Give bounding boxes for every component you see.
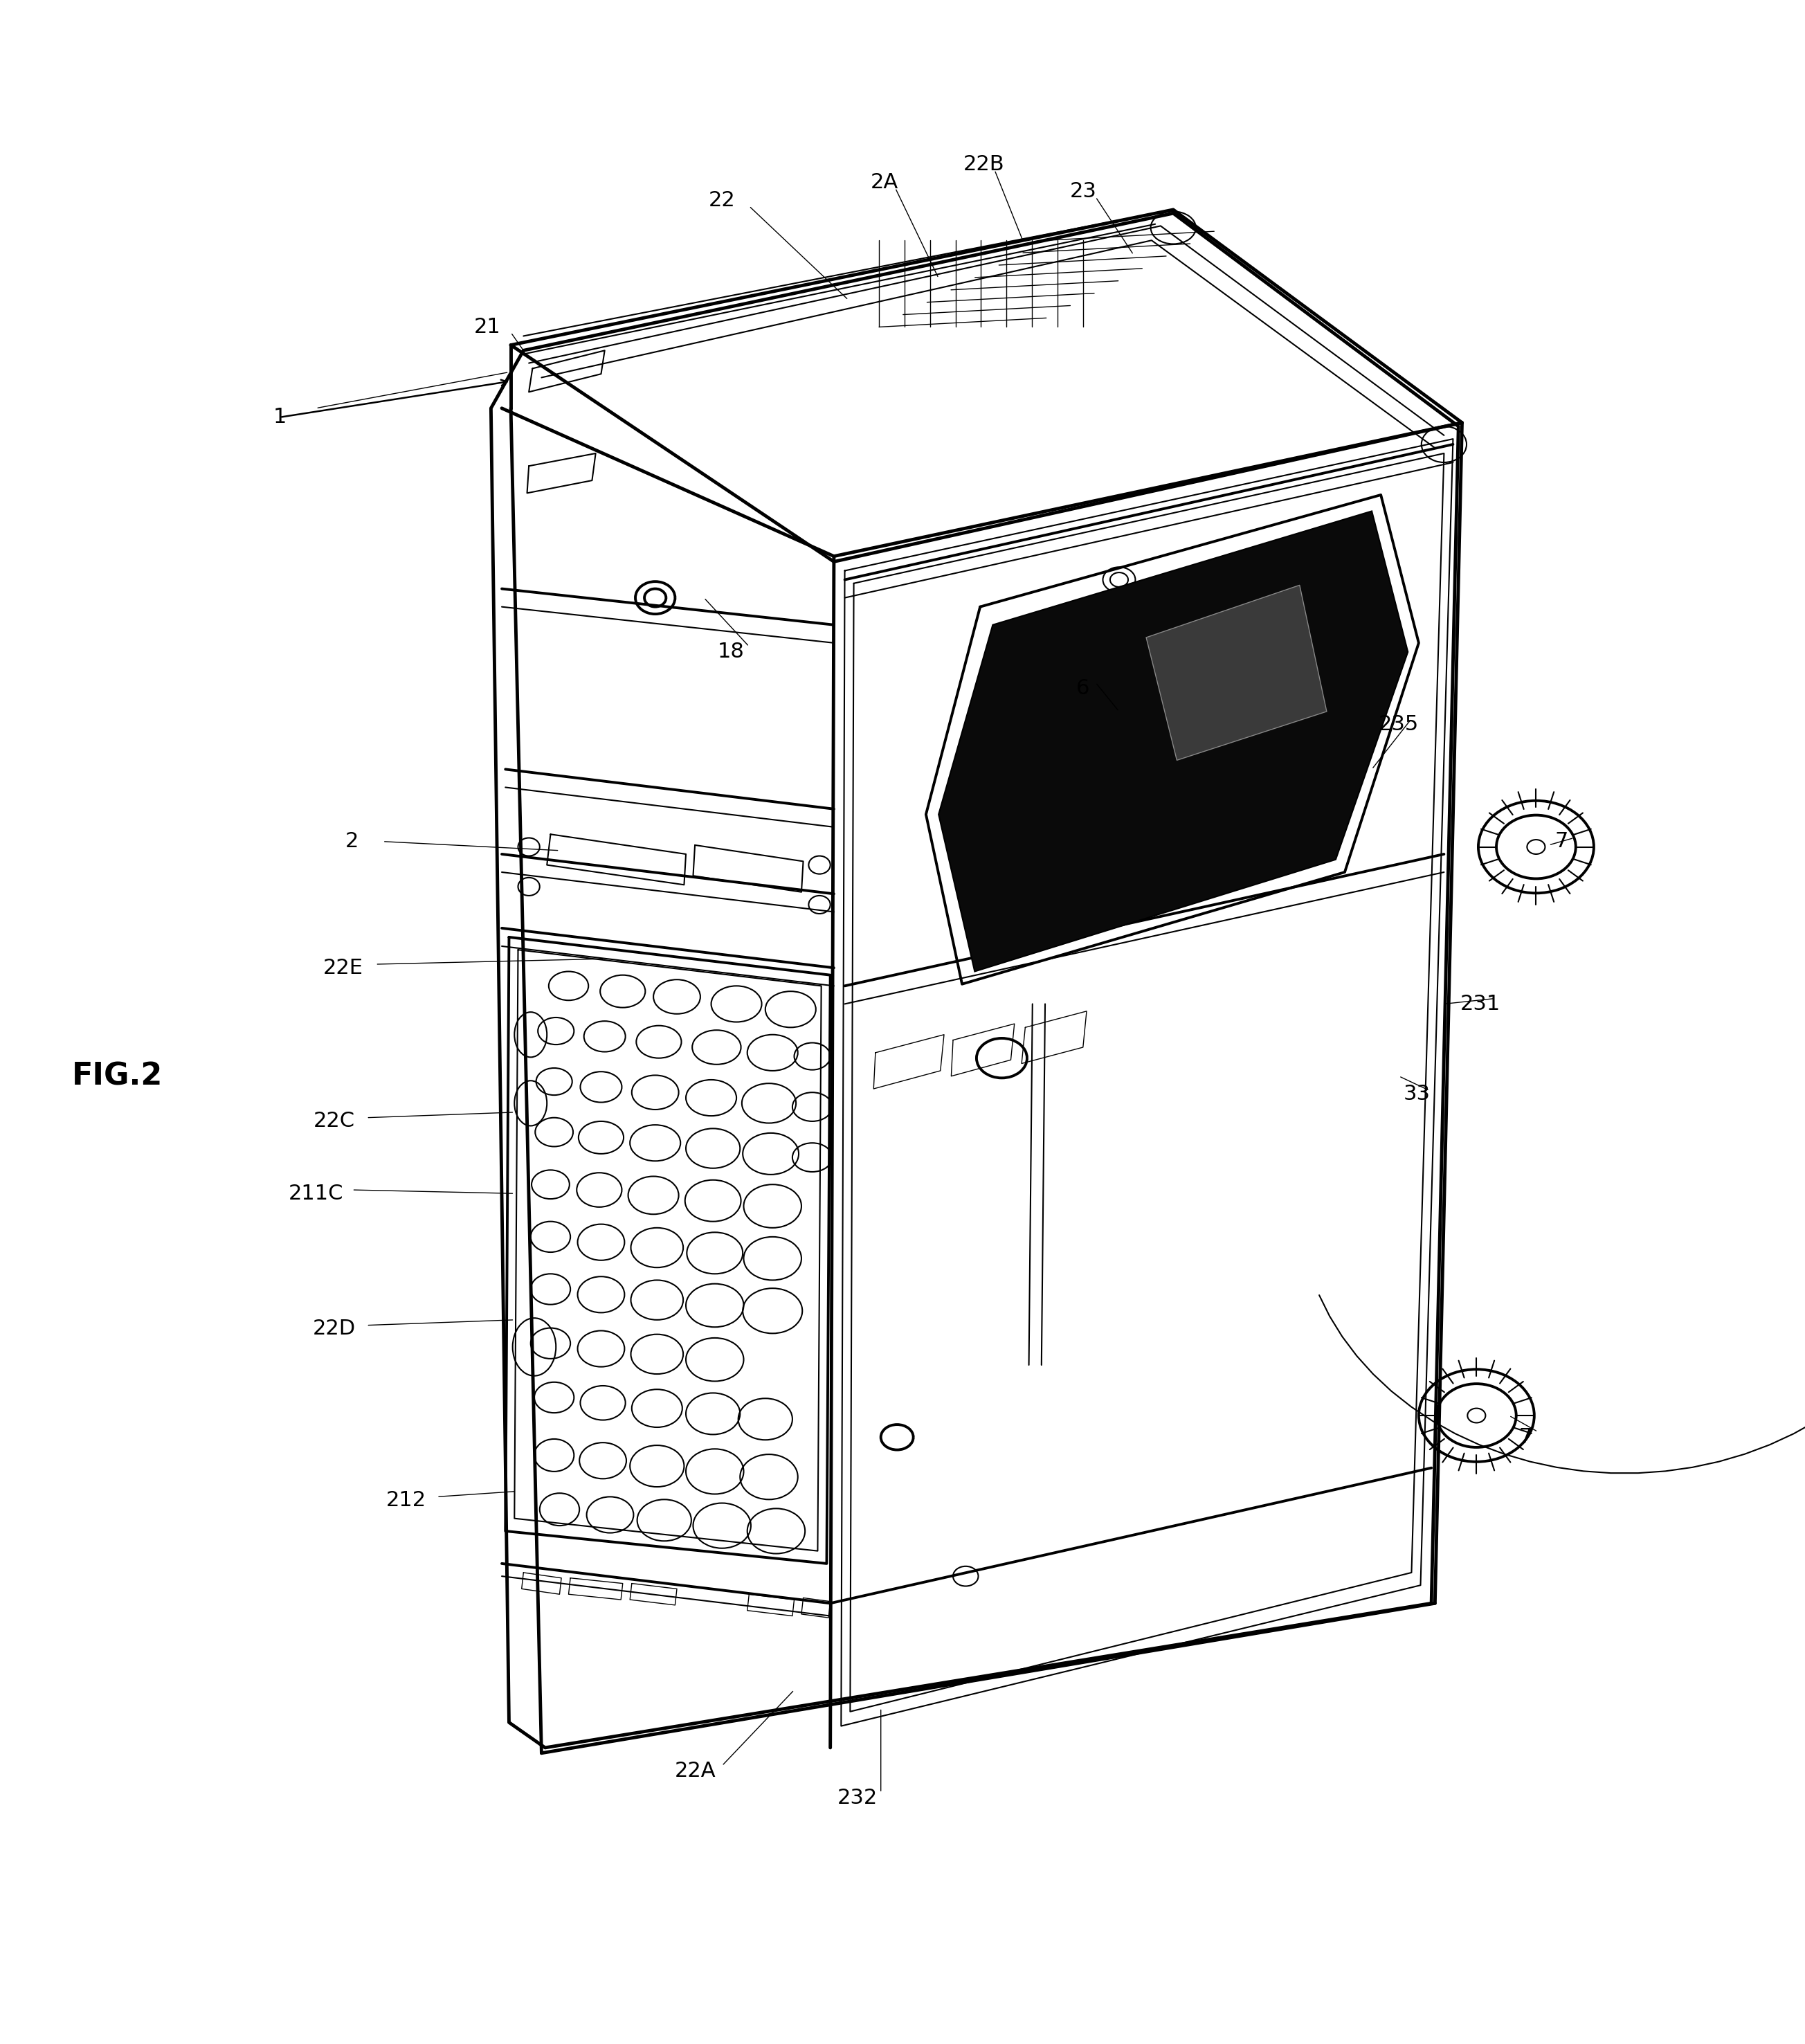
- Text: 18: 18: [718, 642, 744, 662]
- Text: 235: 235: [1379, 713, 1419, 734]
- Text: 7: 7: [1518, 1427, 1532, 1447]
- Text: 7: 7: [1554, 832, 1569, 852]
- Text: 212: 212: [386, 1490, 426, 1511]
- Polygon shape: [1146, 585, 1327, 760]
- Polygon shape: [939, 511, 1408, 971]
- Text: 22: 22: [709, 190, 735, 211]
- Text: 33: 33: [1404, 1083, 1430, 1104]
- Text: 232: 232: [838, 1788, 877, 1809]
- Text: FIG.2: FIG.2: [72, 1061, 162, 1091]
- Text: 22B: 22B: [964, 155, 1004, 174]
- Text: 211C: 211C: [289, 1183, 343, 1204]
- Text: 22A: 22A: [675, 1762, 715, 1780]
- Text: 21: 21: [475, 317, 500, 337]
- Text: 2A: 2A: [870, 172, 899, 192]
- Text: 1: 1: [273, 407, 287, 427]
- Text: 22D: 22D: [312, 1318, 356, 1339]
- Text: 23: 23: [1070, 182, 1096, 202]
- Text: 22C: 22C: [312, 1112, 356, 1130]
- Text: 231: 231: [1460, 993, 1500, 1014]
- Text: 22E: 22E: [323, 959, 363, 977]
- Text: 2: 2: [345, 832, 359, 852]
- Text: 6: 6: [1076, 679, 1090, 699]
